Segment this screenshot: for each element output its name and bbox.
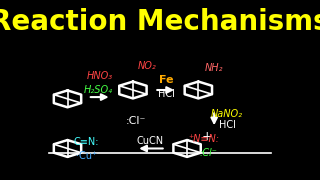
Text: NO₂: NO₂ [138,61,157,71]
Text: CuCN: CuCN [136,136,164,145]
Text: HCl: HCl [219,120,236,130]
Text: +: + [202,130,213,143]
Text: C≡N:: C≡N: [74,137,100,147]
Text: ⁺N≡N:: ⁺N≡N: [188,134,220,144]
Text: ·Cu⁺: ·Cu⁺ [76,151,97,161]
Text: NH₂: NH₂ [204,63,223,73]
Text: Reaction Mechanisms: Reaction Mechanisms [0,8,320,37]
Text: NaNO₂: NaNO₂ [211,109,243,119]
Text: :Cl⁻: :Cl⁻ [200,148,218,158]
Text: HNO₃: HNO₃ [87,71,113,81]
Text: :Cl⁻: :Cl⁻ [126,116,147,126]
Text: HCl: HCl [158,89,175,99]
Text: Fe: Fe [159,75,173,85]
Text: H₂SO₄: H₂SO₄ [84,85,112,95]
